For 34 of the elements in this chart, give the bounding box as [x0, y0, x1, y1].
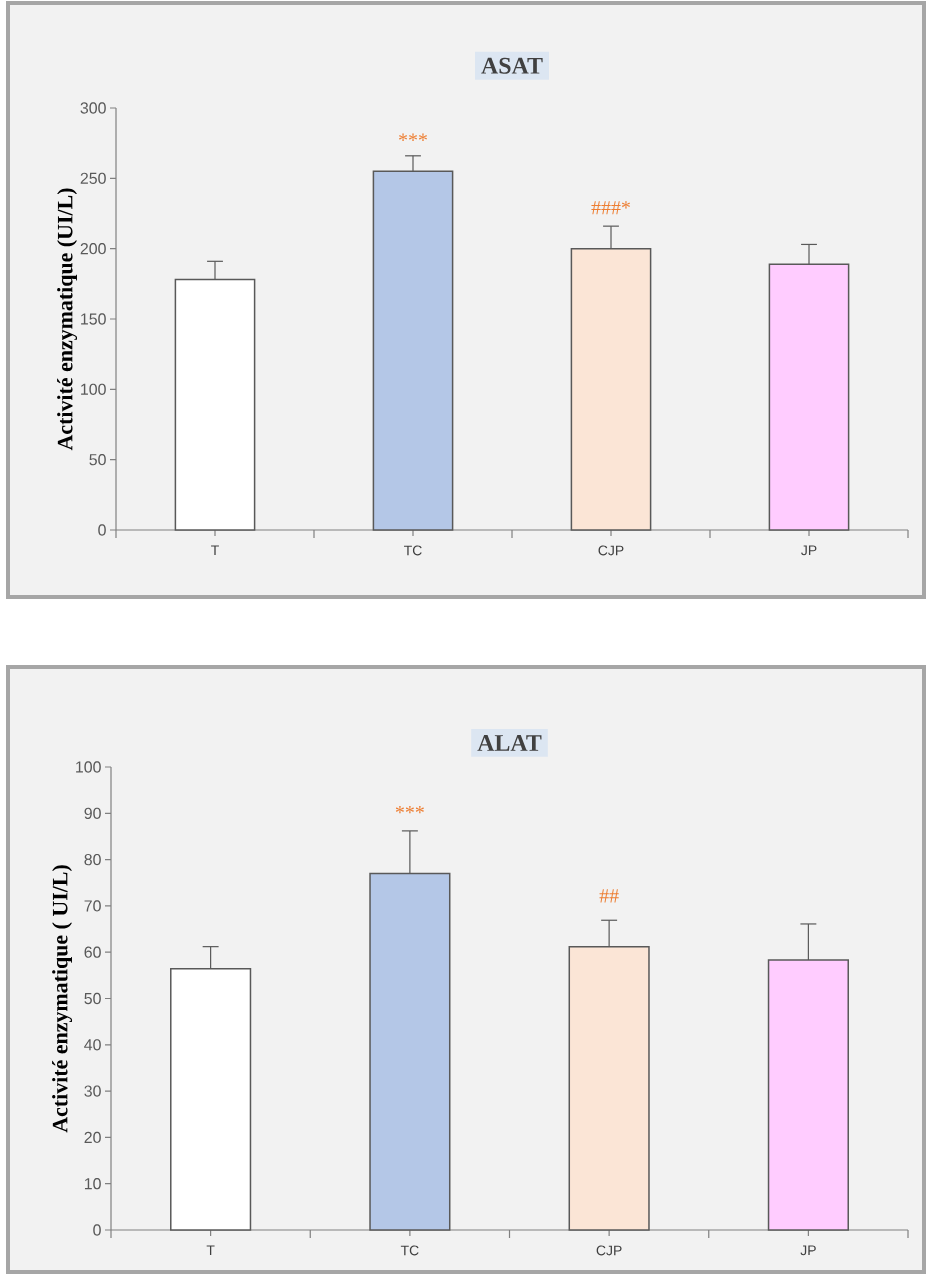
- y-axis-title: Activité enzymatique (UI/L): [57, 188, 78, 451]
- y-tick-label: 60: [84, 946, 101, 958]
- x-tick-label: JP: [800, 1245, 816, 1256]
- annotation: ##: [599, 889, 619, 903]
- y-tick-label: 40: [84, 1039, 101, 1051]
- y-tick-label: 100: [76, 761, 101, 773]
- x-tick-label: JP: [801, 545, 817, 556]
- y-tick-label: 0: [98, 524, 106, 536]
- y-tick-label: 100: [81, 383, 106, 395]
- x-tick-label: TC: [400, 1245, 419, 1256]
- annotation: ***: [395, 805, 424, 814]
- y-tick-label: 50: [84, 992, 101, 1005]
- chart-title: ASAT: [481, 57, 543, 74]
- x-tick-label: TC: [404, 545, 422, 556]
- chart-title: ALAT: [477, 735, 542, 751]
- y-tick-label: 200: [80, 243, 106, 255]
- annotation: ***: [399, 133, 427, 141]
- y-tick-label: 50: [89, 454, 106, 466]
- x-tick-label: CJP: [596, 1245, 622, 1256]
- y-tick-label: 250: [80, 172, 106, 184]
- y-axis-title: Activité enzymatique ( UI/L): [52, 865, 73, 1133]
- y-tick-label: 300: [80, 102, 106, 114]
- x-tick-label: CJP: [598, 545, 624, 556]
- y-tick-label: 90: [84, 807, 101, 819]
- x-tick-label: T: [206, 1245, 215, 1256]
- y-tick-label: 70: [84, 900, 101, 912]
- annotation: ###*: [591, 201, 630, 215]
- y-tick-label: 30: [84, 1085, 101, 1097]
- y-tick-label: 150: [81, 313, 106, 325]
- y-tick-label: 20: [84, 1131, 101, 1144]
- y-tick-label: 10: [84, 1178, 101, 1190]
- x-tick-label: T: [211, 545, 219, 556]
- y-tick-label: 80: [84, 853, 101, 866]
- y-tick-label: 0: [93, 1224, 101, 1236]
